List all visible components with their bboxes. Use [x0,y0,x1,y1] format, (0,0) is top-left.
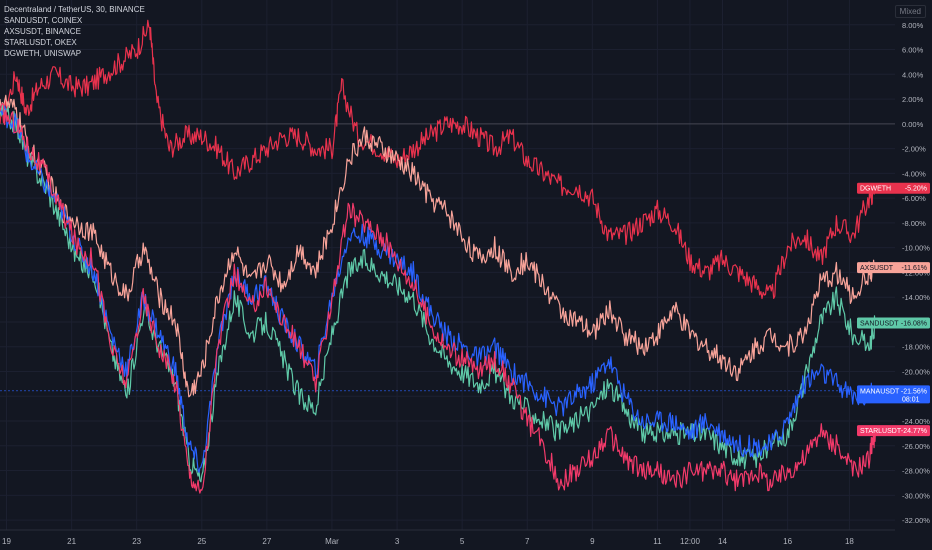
end-label-bg-axsusdt [857,262,930,274]
y-tick-label: -8.00% [902,219,926,228]
end-label-name-axsusdt: AXSUSDT [860,265,894,272]
legend-item-axs[interactable]: AXSUSDT, BINANCE [4,27,81,36]
end-label-name-sandusdt: SANDUSDT [860,320,899,327]
end-label-value-axsusdt: -11.61% [901,265,927,272]
x-tick-label: 9 [590,537,595,546]
y-tick-label: -6.00% [902,194,926,203]
x-tick-label: 16 [783,537,792,546]
end-label-countdown: 08:01 [902,396,920,403]
y-tick-label: -2.00% [902,145,926,154]
x-tick-label: 5 [460,537,465,546]
end-label-name-manausdt: MANAUSDT [860,388,900,395]
y-tick-label: 6.00% [902,46,924,55]
x-tick-label: 21 [67,537,76,546]
end-label-bg-sandusdt [857,317,930,329]
end-label-value-dgweth: -5.20% [905,186,927,193]
end-label-bg-dgweth [857,182,930,194]
x-tick-label: 14 [718,537,727,546]
end-label-bg-manausdt [857,385,930,404]
x-tick-label: 12:00 [680,537,701,546]
x-tick-label: 19 [2,537,11,546]
x-axis-panel[interactable] [0,530,932,550]
x-tick-label: 3 [395,537,400,546]
series-line-starlusdt [0,102,877,494]
x-tick-label: 7 [525,537,530,546]
end-label-name-starlusdt: STARLUSDT [860,428,902,435]
end-label-value-starlusdt: -24.77% [901,428,927,435]
x-tick-label: 11 [653,537,662,546]
x-tick-label: 18 [845,537,854,546]
y-axis-panel[interactable] [895,0,932,550]
scale-mode-label[interactable]: Mixed [894,5,926,18]
x-tick-label: 25 [197,537,206,546]
x-tick-label: 23 [132,537,141,546]
y-tick-label: -28.00% [902,467,930,476]
y-tick-label: -4.00% [902,169,926,178]
y-tick-label: -10.00% [902,244,930,253]
y-tick-label: -18.00% [902,343,930,352]
y-tick-label: 8.00% [902,21,924,30]
legend: Decentraland / TetherUS, 30, BINANCE SAN… [4,4,145,59]
end-label-name-dgweth: DGWETH [860,186,891,193]
grid [0,0,895,530]
x-tick-label: Mar [325,537,339,546]
chart-title[interactable]: Decentraland / TetherUS, 30, BINANCE [4,5,145,14]
series-end-labels: DGWETH -5.20% AXSUSDT -11.61% SANDUSDT -16.08… [857,182,930,437]
end-label-value-manausdt: -21.56% [901,388,927,395]
series-line-dgweth [0,19,877,300]
legend-item-dgweth[interactable]: DGWETH, UNISWAP [4,49,82,58]
x-tick-label: 27 [262,537,271,546]
y-tick-label: -24.00% [902,417,930,426]
y-tick-label: -26.00% [902,442,930,451]
y-tick-label: -14.00% [902,293,930,302]
y-tick-label: -20.00% [902,367,930,376]
end-label-value-sandusdt: -16.08% [901,320,927,327]
y-tick-label: -30.00% [902,491,930,500]
y-tick-label: 0.00% [902,120,924,129]
series-layer [0,19,877,494]
legend-item-sand[interactable]: SANDUSDT, COINEX [4,16,83,25]
y-tick-label: -32.00% [902,516,930,525]
y-tick-label: 2.00% [902,95,924,104]
series-line-sandusdt [0,103,877,483]
series-line-axsusdt [0,94,876,398]
legend-item-starl[interactable]: STARLUSDT, OKEX [4,38,77,47]
y-tick-label: 4.00% [902,70,924,79]
x-axis-ticks: 19 21 23 25 27 Mar 3 5 7 9 11 12:00 14 16 18 [2,537,854,546]
end-label-bg-starlusdt [857,425,930,437]
